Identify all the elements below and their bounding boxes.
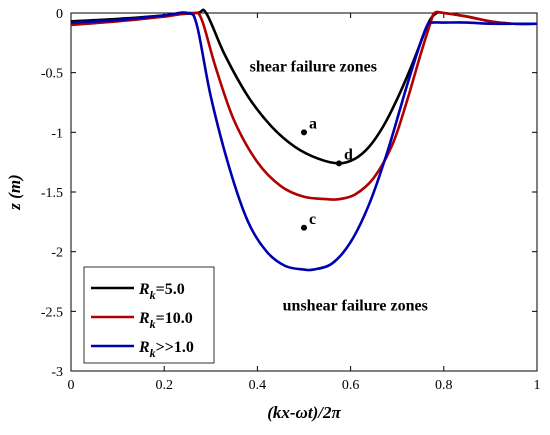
series-group: [70, 8, 538, 272]
legend-label-sub: k: [150, 317, 156, 331]
point-label-a: a: [309, 115, 317, 132]
x-tick-label: 0.6: [342, 378, 360, 393]
point-marker-a: [301, 129, 307, 136]
marked-points: a d c: [301, 115, 353, 231]
legend: Rk=5.0Rk=10.0Rk>>1.0: [83, 266, 215, 364]
annotations: shear failure zones unshear failure zones: [250, 59, 428, 315]
series-line-0: [70, 8, 538, 165]
legend-label-rest: =5.0: [156, 281, 185, 298]
annotation-text: shear failure zones: [250, 59, 377, 76]
legend-label-main: R: [138, 339, 150, 356]
series-line-1: [70, 10, 538, 201]
legend-label-0: Rk=5.0: [138, 281, 185, 302]
y-tick-label: -1: [51, 126, 63, 141]
x-tick-label: 0.4: [249, 378, 267, 393]
x-axis-title: (kx-ωt)/2π: [267, 403, 341, 422]
legend-label-sub: k: [150, 288, 156, 302]
x-tick-label: 0.8: [435, 378, 453, 393]
series-line-2: [70, 11, 537, 272]
legend-label-rest: =10.0: [156, 310, 193, 327]
annotation-text: unshear failure zones: [283, 297, 428, 314]
axis-ticks: 0 0.2 0.4 0.6 0.8 1 0 -0.5 -1 -1.5 -2 -2.5 -3: [41, 7, 541, 393]
y-axis-title: z (m): [5, 174, 24, 210]
legend-label-main: R: [138, 310, 150, 327]
point-label-c: c: [309, 211, 316, 228]
y-tick-label: -0.5: [41, 67, 63, 82]
x-tick-label: 1: [534, 378, 541, 393]
legend-label-rest: >>1.0: [156, 339, 194, 356]
y-tick-label: -2: [51, 246, 63, 261]
legend-label-1: Rk=10.0: [138, 310, 193, 331]
y-tick-label: -3: [51, 365, 63, 380]
x-tick-label: 0: [68, 378, 75, 393]
x-tick-label: 0.2: [155, 378, 173, 393]
legend-label-sub: k: [150, 346, 156, 360]
point-label-d: d: [344, 146, 353, 163]
legend-label-main: R: [138, 281, 150, 298]
y-tick-label: 0: [56, 7, 63, 22]
point-marker-c: [301, 224, 307, 231]
legend-label-2: Rk>>1.0: [138, 339, 194, 360]
y-tick-label: -2.5: [41, 305, 63, 320]
point-marker-d: [335, 160, 342, 167]
y-tick-label: -1.5: [41, 186, 63, 201]
